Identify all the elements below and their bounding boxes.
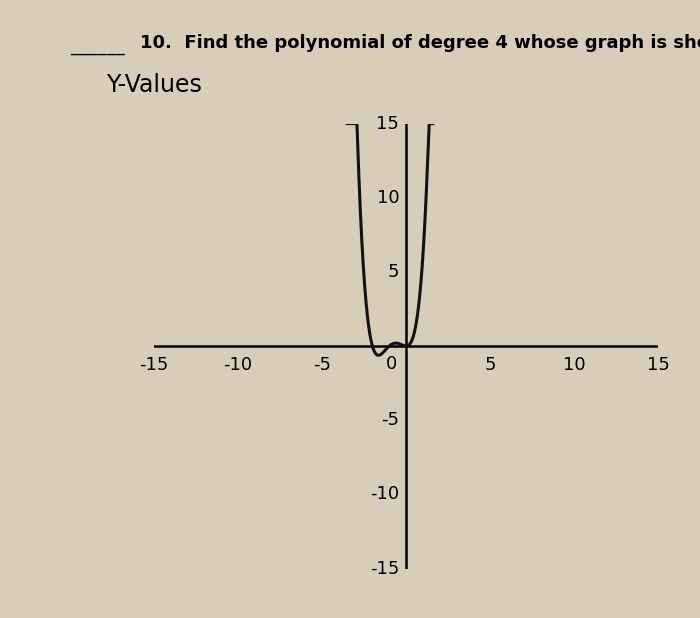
Text: -10: -10: [370, 485, 399, 504]
Text: -5: -5: [382, 411, 399, 430]
Text: -15: -15: [139, 357, 169, 375]
Text: 5: 5: [388, 263, 399, 281]
Text: 15: 15: [377, 114, 399, 133]
Text: 10.  Find the polynomial of degree 4 whose graph is shown.: 10. Find the polynomial of degree 4 whos…: [140, 34, 700, 52]
Text: 5: 5: [484, 357, 496, 375]
Text: -15: -15: [370, 559, 399, 578]
Text: -5: -5: [313, 357, 331, 375]
Text: 0: 0: [386, 355, 398, 373]
Text: 15: 15: [647, 357, 669, 375]
Text: ______: ______: [70, 37, 125, 55]
Text: -10: -10: [223, 357, 253, 375]
Text: 10: 10: [377, 188, 399, 207]
Text: 10: 10: [563, 357, 585, 375]
Text: Y-Values: Y-Values: [106, 73, 202, 97]
